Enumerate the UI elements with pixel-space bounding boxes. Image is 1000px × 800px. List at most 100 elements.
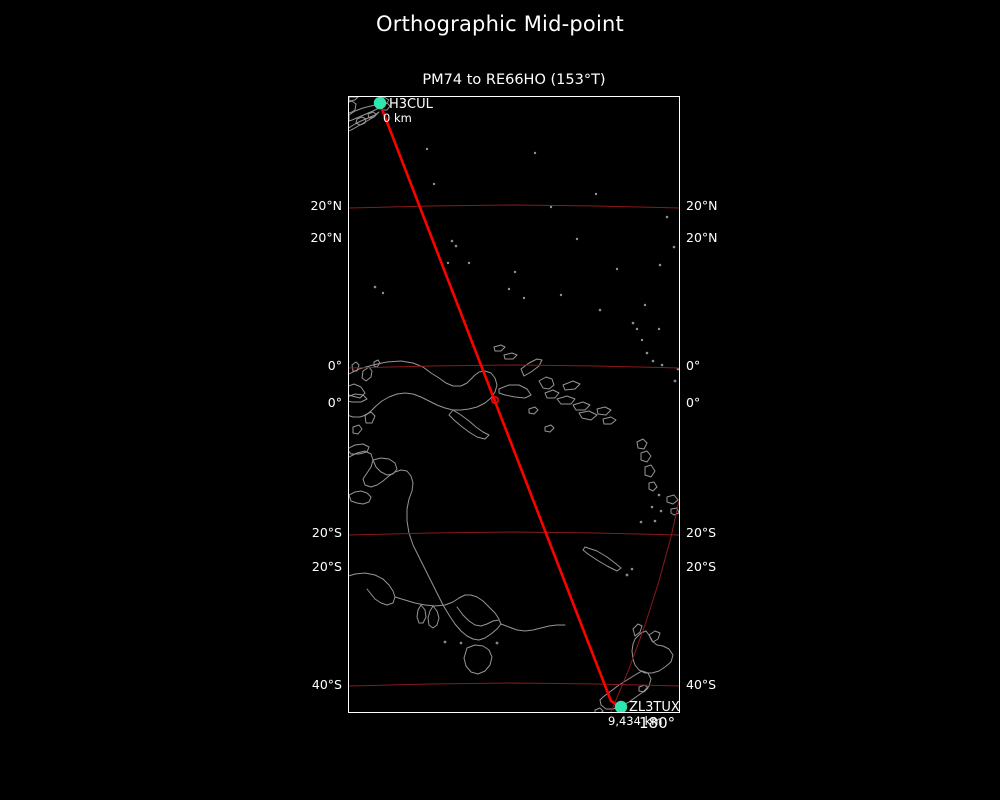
- coastline-nz-northland: [632, 623, 643, 637]
- lat-tick-right-20s-a: 20°S: [686, 525, 717, 540]
- meridian-180: [610, 500, 679, 712]
- lat-tick-left-20s-b: 20°S: [311, 559, 342, 574]
- island-dot: [425, 147, 429, 151]
- endpoint-label-start: H3CUL: [389, 97, 433, 112]
- coastline-aus-bight: [349, 572, 396, 606]
- coastline-admiralty: [493, 344, 506, 352]
- endpoint-markers-layer[interactable]: [373, 97, 628, 712]
- lat-tick-left-20s-a: 20°S: [311, 525, 342, 540]
- midpoint-marker-group[interactable]: [491, 395, 500, 404]
- lat-tick-right-0-b: 0°: [686, 395, 701, 410]
- island-dot: [657, 327, 661, 331]
- island-dot: [513, 270, 517, 274]
- island-dot: [615, 267, 619, 271]
- coastline-bougainville: [538, 376, 555, 390]
- coastline-gulf-carpentaria: [372, 457, 398, 476]
- coastline-sulawesi-n: [349, 383, 366, 399]
- island-dot: [650, 505, 654, 509]
- island-dot: [594, 192, 598, 196]
- island-dot: [645, 351, 649, 355]
- map-panel[interactable]: [348, 96, 680, 713]
- island-dot: [673, 379, 677, 383]
- graticule-layer: [349, 204, 679, 712]
- island-dot: [467, 261, 471, 265]
- coastline-australia-sw: [349, 490, 372, 505]
- island-dot: [672, 245, 676, 249]
- coastline-halmahera: [361, 366, 373, 382]
- endpoint-distance-end: 9,434 km: [608, 714, 663, 728]
- coastline-vanuatu-2: [640, 450, 652, 463]
- parallel-0: [349, 364, 679, 369]
- lat-tick-right-0-a: 0°: [686, 358, 701, 373]
- midpoint-marker: [491, 395, 500, 404]
- coastline-makira: [602, 416, 617, 425]
- coastline-aus-sa: [394, 594, 500, 620]
- endpoint-marker-start: [373, 97, 387, 110]
- island-dot: [625, 573, 629, 577]
- island-dot: [373, 285, 377, 289]
- coastline-australia-east: [349, 450, 502, 641]
- coastline-aru: [364, 411, 376, 424]
- island-dot: [575, 237, 579, 241]
- coastline-new-caledonia: [582, 546, 622, 572]
- coastline-kyushu: [355, 116, 367, 126]
- coastline-tanimbar: [352, 424, 363, 435]
- lat-tick-left-20n-a: 20°N: [310, 198, 342, 213]
- coastline-seram: [349, 393, 368, 403]
- island-dot: [443, 640, 447, 644]
- coastline-fiji-1: [666, 494, 679, 505]
- island-dot: [653, 519, 657, 523]
- coastline-santa-isabel: [562, 380, 581, 391]
- coastline-vanuatu-4: [648, 481, 658, 492]
- orthographic-map: [349, 97, 679, 712]
- lat-tick-left-0-a: 0°: [327, 358, 342, 373]
- island-dot: [657, 493, 661, 497]
- parallel-40S: [349, 682, 679, 687]
- lat-tick-left-20n-b: 20°N: [310, 230, 342, 245]
- island-dot: [559, 293, 563, 297]
- lat-tick-left-40s: 40°S: [311, 677, 342, 692]
- coastline-vanuatu-3: [644, 464, 656, 478]
- endpoint-distance-start: 0 km: [383, 111, 412, 125]
- coastline-solomon-5: [596, 406, 612, 416]
- coastline-manus: [503, 352, 518, 360]
- island-dot: [630, 567, 634, 571]
- island-dot: [454, 244, 458, 248]
- coastline-australia-south: [500, 623, 566, 632]
- coastline-new-ireland: [520, 358, 543, 377]
- figure-title: Orthographic Mid-point: [376, 12, 624, 36]
- island-dot: [549, 205, 553, 209]
- island-dot: [639, 520, 643, 524]
- endpoint-label-end: ZL3TUX: [629, 700, 680, 715]
- island-dot: [495, 641, 499, 645]
- parallel-20N: [349, 204, 679, 209]
- great-circle-layer: [378, 102, 624, 710]
- coastline-japan-arc: [349, 111, 380, 132]
- coastline-nz-south-island: [599, 670, 652, 710]
- coastline-nz-stewart: [594, 707, 604, 712]
- coastline-vanuatu-1: [636, 438, 648, 450]
- map-axes-title: PM74 to RE66HO (153°T): [422, 72, 606, 88]
- island-dot: [598, 308, 602, 312]
- coastline-solomon-4: [578, 410, 598, 421]
- coastline-new-britain: [498, 384, 532, 399]
- island-dot: [446, 261, 450, 265]
- island-dot: [381, 291, 385, 295]
- island-dot: [507, 287, 511, 291]
- island-dot: [640, 338, 644, 342]
- lat-tick-left-0-b: 0°: [327, 395, 342, 410]
- coastline-arnhem: [349, 443, 370, 455]
- island-dot: [635, 327, 639, 331]
- island-dot: [659, 509, 663, 513]
- coastline-papua-peninsula: [448, 409, 490, 440]
- island-dot: [450, 239, 454, 243]
- coastline-solomon-1: [544, 389, 560, 399]
- endpoint-marker-end: [614, 700, 628, 712]
- island-dot: [651, 359, 655, 363]
- lat-tick-right-20n-a: 20°N: [686, 198, 718, 213]
- parallel-20S: [349, 531, 679, 536]
- coastline-solomon-3: [572, 401, 591, 411]
- coastline-morotai: [373, 359, 381, 368]
- map-background: [349, 97, 679, 712]
